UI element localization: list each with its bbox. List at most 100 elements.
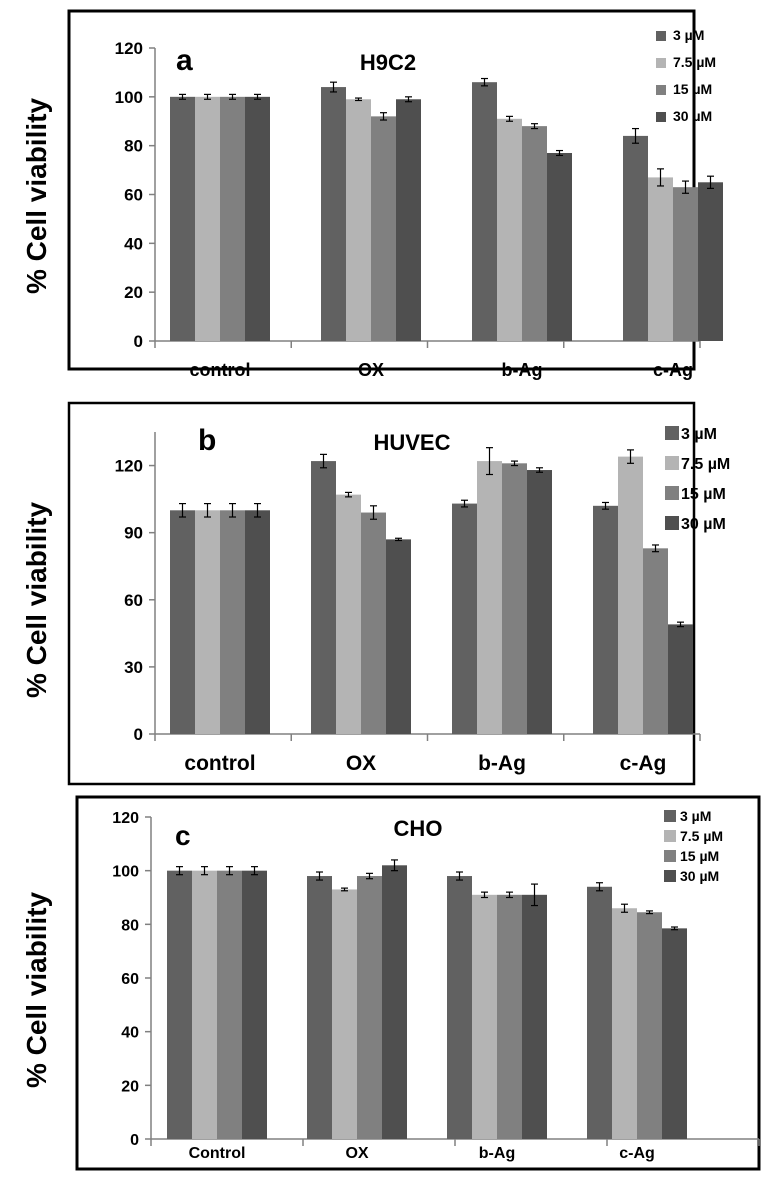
bar-c-ag-series-3: [643, 548, 668, 734]
bar-c-ag-series-1: [623, 135, 648, 341]
legend-label: 30 µM: [681, 516, 726, 533]
bar-b-ag-series-3: [522, 126, 547, 341]
legend-label: 15 µM: [673, 81, 712, 97]
category-label: Control: [189, 1145, 246, 1162]
category-label: b-Ag: [478, 752, 526, 775]
legend-swatch: [664, 830, 676, 842]
legend-swatch: [656, 85, 666, 95]
chart-panel-a: 0 20 40 60 80 100 120 control OX b-Ag c-Ag a H9C2 % C…: [21, 9, 723, 380]
category-label: c-Ag: [620, 752, 667, 775]
bar-control-series-4: [242, 870, 267, 1139]
legend-swatch: [665, 516, 679, 530]
bar-ox-series-2: [332, 889, 357, 1139]
bar-b-ag-series-4: [522, 894, 547, 1139]
panel-letter: c: [175, 820, 191, 851]
bar-c-ag-series-1: [593, 505, 618, 734]
bar-b-ag-series-1: [452, 503, 477, 734]
y-tick-label: 60: [124, 186, 143, 205]
bar-c-ag-series-4: [698, 182, 723, 341]
y-tick-label: 80: [124, 137, 143, 156]
category-label: OX: [358, 360, 384, 380]
bar-control-series-1: [170, 510, 195, 734]
panel-letter: b: [198, 424, 216, 457]
legend-label: 3 µM: [681, 426, 717, 443]
y-tick-label: 80: [121, 917, 139, 934]
legend-swatch: [665, 426, 679, 440]
bar-control-series-2: [192, 870, 217, 1139]
y-tick-label: 40: [124, 234, 143, 253]
panel-frame: [75, 795, 761, 1171]
bar-ox-series-1: [307, 876, 332, 1139]
bar-b-ag-series-4: [547, 152, 572, 341]
category-label: OX: [345, 1145, 368, 1162]
bar-c-ag-series-2: [648, 177, 673, 341]
legend-label: 3 µM: [673, 27, 704, 43]
y-tick-label: 60: [121, 971, 139, 988]
bar-b-ag-series-3: [497, 894, 522, 1139]
legend-label: 30 µM: [673, 108, 712, 124]
bar-b-ag-series-4: [527, 470, 552, 734]
y-tick-label: 90: [124, 524, 143, 543]
y-axis-label: % Cell viability: [21, 892, 52, 1088]
category-label: b-Ag: [479, 1145, 515, 1162]
bar-ox-series-4: [396, 99, 421, 342]
category-label: control: [184, 752, 255, 775]
legend-label: 7.5 µM: [680, 828, 723, 844]
y-tick-label: 0: [130, 1132, 139, 1149]
bar-c-ag-series-3: [637, 912, 662, 1139]
category-label: c-Ag: [653, 360, 693, 380]
bar-b-ag-series-2: [497, 118, 522, 341]
bar-control-series-3: [220, 96, 245, 341]
bar-control-series-1: [167, 870, 192, 1139]
bar-b-ag-series-1: [472, 82, 497, 341]
legend-swatch: [664, 850, 676, 862]
bar-control-series-1: [170, 96, 195, 341]
legend-swatch: [656, 31, 666, 41]
bar-ox-series-3: [361, 512, 386, 734]
legend-swatch: [665, 486, 679, 500]
bar-control-series-4: [245, 510, 270, 734]
bar-c-ag-series-4: [662, 928, 687, 1139]
bar-b-ag-series-3: [502, 463, 527, 734]
category-label: OX: [346, 752, 376, 775]
bar-ox-series-2: [346, 99, 371, 342]
y-tick-label: 30: [124, 658, 143, 677]
legend-swatch: [656, 112, 666, 122]
bar-control-series-3: [220, 510, 245, 734]
bar-control-series-2: [195, 96, 220, 341]
bar-c-ag-series-1: [587, 886, 612, 1139]
bar-c-ag-series-3: [673, 187, 698, 341]
bar-ox-series-4: [382, 865, 407, 1139]
bar-ox-series-1: [321, 87, 346, 341]
panel-frame: [67, 401, 696, 786]
category-label: b-Ag: [502, 360, 543, 380]
bar-control-series-2: [195, 510, 220, 734]
bar-b-ag-series-2: [472, 894, 497, 1139]
bar-c-ag-series-4: [668, 624, 693, 734]
bar-b-ag-series-2: [477, 461, 502, 734]
y-tick-label: 0: [134, 725, 143, 744]
legend-swatch: [664, 810, 676, 822]
legend-label: 15 µM: [680, 848, 719, 864]
bar-control-series-3: [217, 870, 242, 1139]
bar-ox-series-1: [311, 461, 336, 734]
legend-label: 3 µM: [680, 808, 711, 824]
legend-swatch: [664, 870, 676, 882]
bar-b-ag-series-1: [447, 876, 472, 1139]
y-tick-label: 120: [112, 810, 139, 827]
bar-c-ag-series-2: [618, 456, 643, 734]
y-tick-label: 20: [121, 1078, 139, 1095]
bar-ox-series-4: [386, 539, 411, 734]
legend-label: 7.5 µM: [673, 54, 716, 70]
chart-panel-b: 0 30 60 90 120 control OX b-Ag c-Ag b HUVEC % Cell …: [21, 401, 730, 786]
y-tick-label: 20: [124, 283, 143, 302]
chart-title: CHO: [394, 816, 443, 841]
category-label: c-Ag: [619, 1145, 655, 1162]
legend-label: 7.5 µM: [681, 456, 730, 473]
legend-label: 30 µM: [680, 868, 719, 884]
y-tick-label: 120: [115, 39, 143, 58]
chart-title: HUVEC: [373, 430, 450, 455]
y-axis-label: % Cell viability: [21, 502, 52, 698]
y-axis-label: % Cell viability: [21, 98, 52, 294]
